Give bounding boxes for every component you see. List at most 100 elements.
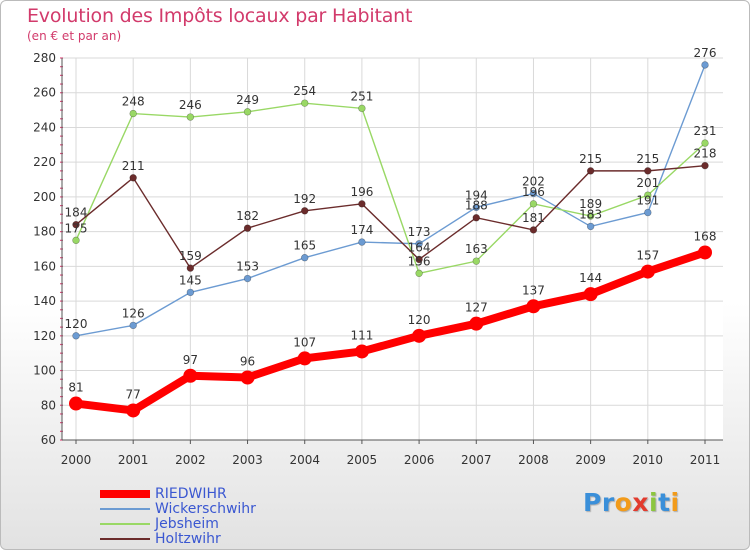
x-tick-label: 2009 [575, 453, 606, 467]
data-label-riedwihr: 77 [126, 387, 141, 401]
x-tick-label: 2001 [118, 453, 149, 467]
y-tick-label: 260 [33, 86, 56, 100]
legend-swatch-riedwihr [100, 490, 150, 498]
data-point-riedwihr [126, 403, 141, 418]
data-point-jebsheim [129, 109, 137, 118]
data-point-holtzwihr [644, 167, 652, 175]
data-label-wickerschwihr: 191 [636, 194, 659, 208]
data-label-holtzwihr: 181 [522, 211, 545, 225]
data-point-holtzwihr [415, 255, 423, 264]
data-label-holtzwihr: 159 [179, 249, 202, 263]
plot-area [62, 58, 723, 440]
data-label-holtzwihr: 192 [293, 192, 316, 206]
data-point-jebsheim [644, 191, 652, 199]
data-label-riedwihr: 96 [240, 354, 255, 368]
data-label-wickerschwihr: 173 [408, 225, 431, 239]
data-label-riedwihr: 111 [350, 328, 373, 342]
data-label-wickerschwihr: 276 [694, 46, 717, 60]
data-label-jebsheim: 163 [465, 242, 488, 256]
data-point-wickerschwihr [129, 321, 137, 330]
series-line-jebsheim [75, 102, 706, 275]
y-tick-label: 200 [33, 190, 56, 204]
logo-letter: x [632, 488, 649, 517]
y-tick-label: 160 [33, 259, 56, 273]
legend-label-holtzwihr: Holtzwihr [155, 531, 221, 547]
data-label-riedwihr: 137 [522, 283, 545, 297]
proxiti-logo: Proxiti [583, 488, 680, 517]
data-label-wickerschwihr: 126 [122, 306, 145, 320]
legend-swatch-holtzwihr [100, 538, 150, 540]
logo-letter: i [649, 488, 659, 517]
data-point-holtzwihr [129, 174, 137, 182]
x-tick-label: 2002 [175, 453, 206, 467]
y-tick-label: 140 [33, 294, 56, 308]
data-point-jebsheim [701, 139, 709, 147]
data-point-jebsheim [301, 99, 309, 107]
data-point-wickerschwihr [72, 332, 80, 340]
x-tick-label: 2007 [461, 453, 492, 467]
data-label-riedwihr: 157 [636, 249, 659, 263]
data-label-wickerschwihr: 174 [350, 223, 373, 237]
data-point-wickerschwihr [529, 189, 538, 198]
y-tick-label: 80 [41, 398, 56, 412]
data-point-wickerschwihr [415, 240, 423, 248]
chart-subtitle: (en € et par an) [27, 29, 122, 43]
data-point-riedwihr [698, 245, 712, 260]
series-line-riedwihr [75, 248, 707, 415]
data-point-jebsheim [415, 269, 423, 278]
legend-item-jebsheim: Jebsheim [100, 516, 320, 532]
legend-item-riedwihr: RIEDWIHR [100, 486, 320, 502]
data-label-riedwihr: 120 [408, 313, 431, 327]
x-tick-label: 2004 [289, 453, 320, 467]
logo-letter: o [614, 488, 633, 517]
data-label-jebsheim: 201 [636, 176, 659, 190]
data-point-riedwihr [526, 299, 541, 314]
data-label-jebsheim: 231 [694, 124, 717, 138]
y-tick-label: 240 [33, 120, 56, 134]
data-point-jebsheim [358, 104, 366, 113]
data-label-jebsheim: 246 [179, 98, 202, 112]
chart-title: Evolution des Impôts locaux par Habitant [27, 5, 413, 27]
y-tick-label: 100 [33, 364, 56, 378]
logo-letter: i [670, 488, 680, 517]
data-label-wickerschwihr: 145 [179, 273, 202, 287]
x-tick-label: 2000 [61, 453, 92, 467]
data-label-holtzwihr: 218 [694, 147, 717, 161]
data-point-holtzwihr [301, 207, 309, 215]
y-tick-label: 60 [41, 433, 56, 447]
data-point-riedwihr [240, 370, 255, 385]
data-label-wickerschwihr: 202 [522, 174, 545, 188]
logo-letter: P [583, 488, 602, 517]
data-point-jebsheim [186, 113, 195, 121]
data-point-jebsheim [586, 212, 595, 220]
data-label-holtzwihr: 215 [636, 152, 659, 166]
data-label-holtzwihr: 164 [408, 240, 431, 254]
series-line-wickerschwihr [75, 64, 706, 337]
data-label-riedwihr: 81 [68, 381, 83, 395]
data-label-jebsheim: 254 [293, 84, 316, 98]
data-point-wickerschwihr [701, 61, 709, 69]
data-label-jebsheim: 251 [350, 89, 373, 103]
data-point-riedwihr [69, 396, 83, 411]
data-label-riedwihr: 168 [694, 229, 717, 243]
data-point-holtzwihr [358, 200, 366, 208]
data-label-jebsheim: 156 [408, 254, 431, 268]
data-point-wickerschwihr [472, 203, 480, 212]
data-point-wickerschwihr [644, 208, 652, 217]
series-line-holtzwihr [75, 164, 706, 270]
legend-label-jebsheim: Jebsheim [155, 516, 219, 532]
data-point-wickerschwihr [243, 274, 252, 283]
logo-letter: t [658, 488, 671, 517]
data-label-riedwihr: 97 [183, 353, 198, 367]
legend-label-riedwihr: RIEDWIHR [155, 486, 227, 502]
y-tick-label: 280 [33, 51, 56, 65]
legend-item-wickerschwihr: Wickerschwihr [100, 501, 320, 517]
data-label-riedwihr: 107 [293, 335, 316, 349]
y-tick-label: 120 [33, 329, 56, 343]
data-label-holtzwihr: 188 [465, 199, 488, 213]
data-point-wickerschwihr [586, 222, 595, 231]
x-tick-label: 2010 [633, 453, 664, 467]
data-point-riedwihr [297, 351, 312, 366]
data-label-wickerschwihr: 183 [579, 207, 602, 221]
